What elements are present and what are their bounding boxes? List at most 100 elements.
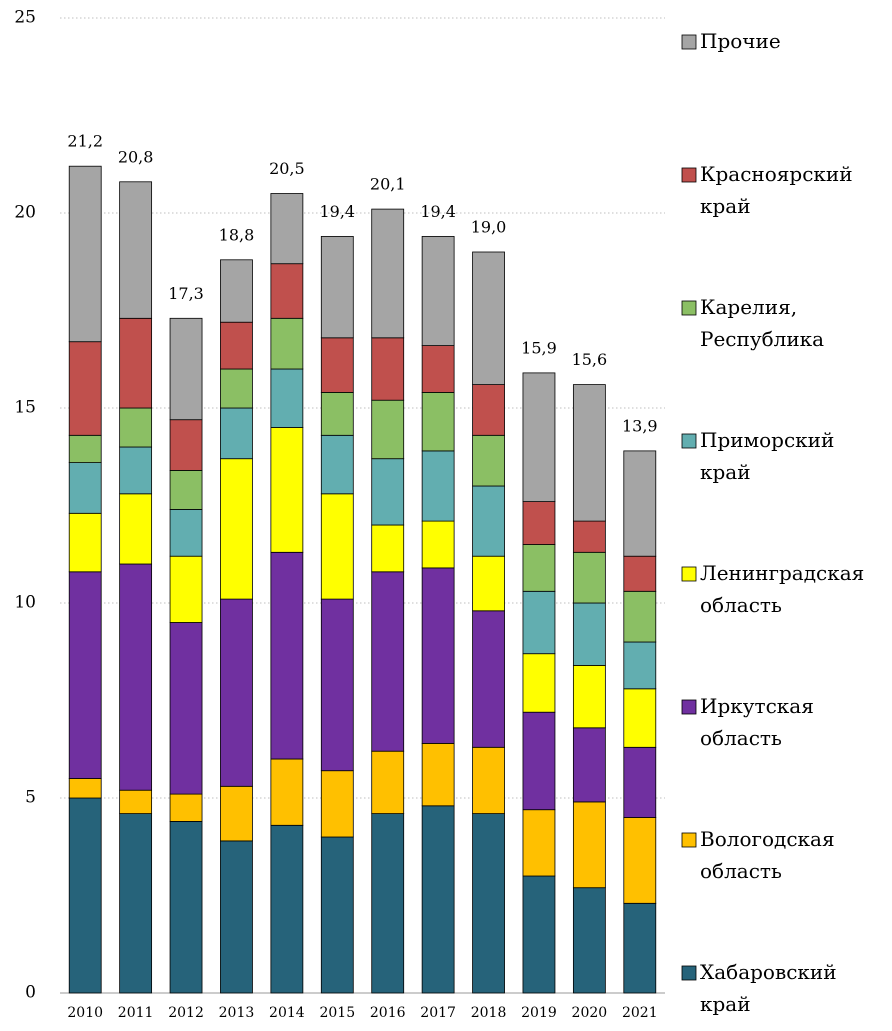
bar-segment	[522, 590, 556, 655]
bar-segment	[220, 321, 253, 370]
bar-segment	[572, 520, 606, 553]
bar-segment	[220, 458, 253, 600]
bar-segment	[522, 544, 556, 592]
x-tick-label: 2015	[319, 1005, 355, 1021]
legend-label: Хабаровский край	[700, 960, 837, 1016]
total-label: 19,4	[420, 202, 456, 221]
legend-label: Прочие	[700, 29, 781, 53]
bar-segment	[220, 368, 253, 409]
bar-segment	[68, 571, 102, 779]
x-tick-label: 2020	[572, 1005, 608, 1021]
bar-segment	[220, 259, 253, 323]
x-tick-label: 2018	[471, 1005, 507, 1021]
x-tick-label: 2013	[219, 1005, 255, 1021]
bar-segment	[472, 813, 505, 994]
x-tick-label: 2016	[370, 1005, 406, 1021]
total-label: 19,0	[471, 218, 507, 237]
bar-segment	[522, 711, 556, 811]
bar-segment	[623, 450, 657, 557]
bar-segment	[169, 793, 203, 822]
bar-segment	[220, 785, 253, 842]
y-tick-label: 15	[14, 398, 36, 418]
bar-segment	[169, 821, 203, 994]
bar-segment	[371, 750, 405, 815]
bar-segment	[270, 317, 304, 370]
bar-segment	[572, 551, 606, 604]
bar-segment	[421, 345, 455, 393]
bar-segment	[119, 493, 153, 565]
x-tick-label: 2021	[622, 1005, 658, 1021]
x-tick-label: 2011	[118, 1005, 154, 1021]
bar-segment	[572, 665, 606, 729]
total-label: 13,9	[622, 416, 658, 435]
bar-segment	[371, 337, 405, 401]
total-label: 15,6	[572, 350, 608, 369]
bar-segment	[472, 384, 505, 436]
bar-segment	[421, 805, 455, 994]
bar-segment	[371, 399, 405, 460]
bar-segment	[472, 485, 505, 557]
legend-swatch	[681, 34, 697, 50]
bar-segment	[421, 235, 455, 346]
bar-segment	[169, 469, 203, 510]
bar-segment	[320, 598, 354, 772]
bar-segment	[572, 887, 606, 994]
bar-segment	[119, 446, 153, 495]
legend-swatch	[681, 699, 697, 715]
legend-label: Приморский край	[700, 428, 834, 484]
legend-label: Карелия, Республика	[700, 295, 824, 351]
bar-segment	[522, 809, 556, 877]
bar-segment	[68, 341, 102, 436]
bar-segment	[472, 746, 505, 814]
bar-segment	[623, 688, 657, 748]
bar-segment	[421, 391, 455, 452]
x-tick-label: 2017	[420, 1005, 456, 1021]
bar-segment	[472, 555, 505, 612]
bar-segment	[320, 391, 354, 436]
y-tick-label: 5	[25, 788, 36, 808]
bar-segment	[623, 746, 657, 818]
total-label: 20,8	[118, 147, 154, 166]
bar-segment	[522, 372, 556, 502]
bar-segment	[320, 836, 354, 994]
bar-segment	[270, 551, 304, 760]
x-tick-label: 2012	[168, 1005, 204, 1021]
bar-segment	[522, 653, 556, 713]
bar-segment	[421, 520, 455, 569]
bar-segment	[119, 789, 153, 815]
y-tick-label: 20	[14, 203, 36, 223]
bar-segment	[169, 622, 203, 795]
bar-segment	[68, 512, 102, 573]
legend-label: Вологодская область	[700, 827, 835, 883]
total-label: 21,2	[67, 132, 103, 151]
legend-swatch	[681, 167, 697, 183]
bar-segment	[522, 875, 556, 994]
bar-segment	[119, 407, 153, 448]
bar-segment	[169, 508, 203, 557]
bar-segment	[421, 567, 455, 744]
bar-segment	[119, 181, 153, 319]
bar-segment	[68, 165, 102, 343]
bar-segment	[522, 501, 556, 545]
bar-segment	[472, 434, 505, 487]
total-label: 15,9	[521, 338, 557, 357]
bar-segment	[220, 407, 253, 460]
y-tick-label: 10	[14, 593, 36, 613]
bar-segment	[472, 610, 505, 748]
total-label: 18,8	[219, 225, 255, 244]
bar-segment	[623, 555, 657, 592]
bar-segment	[270, 758, 304, 826]
bar-segment	[169, 317, 203, 421]
x-tick-label: 2014	[269, 1005, 305, 1021]
bar-segment	[270, 193, 304, 265]
bar-segment	[68, 462, 102, 514]
bar-segment	[68, 434, 102, 463]
bar-segment	[320, 337, 354, 393]
bar-segment	[623, 590, 657, 643]
bar-segment	[421, 743, 455, 807]
bar-segment	[623, 902, 657, 994]
bar-segment	[270, 263, 304, 319]
bar-segment	[270, 427, 304, 553]
total-label: 20,1	[370, 175, 406, 194]
